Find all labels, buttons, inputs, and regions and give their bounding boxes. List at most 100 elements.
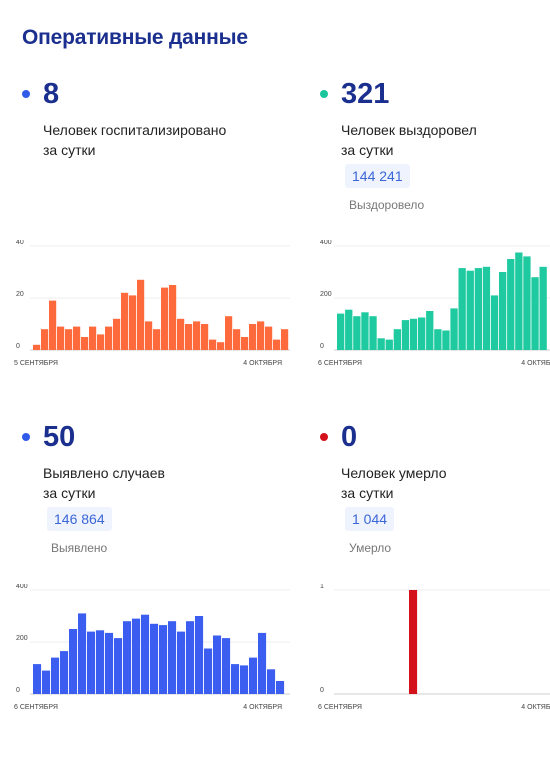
bar: [121, 292, 129, 350]
bar: [281, 329, 289, 350]
detected-value: 50: [43, 421, 76, 453]
bar: [87, 631, 96, 694]
bar: [265, 326, 273, 350]
bar: [482, 266, 491, 350]
bar: [257, 321, 265, 350]
bar: [241, 337, 249, 350]
bar: [369, 316, 377, 350]
bar: [195, 616, 204, 694]
bar: [169, 285, 177, 350]
bar: [385, 339, 393, 350]
bar: [132, 618, 141, 694]
bar: [123, 621, 132, 694]
bar: [153, 329, 161, 350]
bar: [276, 681, 285, 694]
bar: [73, 326, 81, 350]
bar: [450, 308, 458, 350]
x-end-label: 4 октября: [243, 704, 282, 711]
hospitalized-description: Человек госпитализировано за сутки: [43, 120, 283, 160]
detected-dot-icon: [22, 433, 30, 441]
bar: [33, 664, 42, 694]
bar: [249, 657, 258, 694]
bar: [201, 324, 209, 350]
y-tick-label: 400: [320, 240, 332, 246]
bar: [401, 320, 410, 350]
bar: [231, 664, 240, 694]
bar: [78, 613, 87, 694]
bar: [377, 338, 385, 350]
bar: [177, 318, 185, 350]
bar: [137, 279, 145, 350]
detected-stat: 50: [22, 417, 75, 457]
bar: [426, 311, 434, 350]
bar: [185, 324, 193, 350]
x-start-label: 6 сентября: [14, 704, 58, 711]
y-tick-label: 200: [320, 291, 332, 298]
deaths-card: 0 Человек умерло за сутки 1 044 Умерло: [320, 417, 550, 767]
recovered-dot-icon: [320, 90, 328, 98]
bar: [225, 316, 233, 350]
y-tick-label: 20: [16, 291, 24, 298]
bar: [515, 252, 523, 350]
x-start-label: 5 сентября: [14, 360, 58, 367]
detected-chart: 0 200 400 6 сентября 4 октября: [14, 584, 290, 711]
bar: [474, 268, 482, 350]
bar: [393, 329, 401, 350]
bar: [345, 309, 353, 350]
bar: [539, 266, 547, 350]
deaths-total-label: Умерло: [349, 541, 392, 555]
recovered-desc-line1: Человек выздоровел: [341, 122, 477, 138]
recovered-stat: 321: [320, 74, 389, 114]
bar: [240, 665, 249, 694]
bar: [361, 312, 369, 350]
deaths-dot-icon: [320, 433, 328, 441]
bar: [466, 270, 474, 350]
page-title: Оперативные данные: [22, 26, 248, 49]
deaths-chart: 0 1 6 сентября 4 октября: [318, 584, 550, 711]
bar: [42, 670, 51, 694]
detected-desc-line1: Выявлено случаев: [43, 465, 165, 481]
bar: [49, 300, 57, 350]
recovered-card: 321 Человек выздоровел за сутки 144 241 …: [320, 74, 550, 424]
bar: [531, 277, 539, 350]
bar: [113, 318, 121, 350]
y-tick-label: 0: [16, 687, 20, 694]
bar: [507, 259, 515, 350]
detected-card: 50 Выявлено случаев за сутки 146 864 Выя…: [22, 417, 292, 767]
recovered-description: Человек выздоровел за сутки: [341, 120, 550, 160]
hospitalized-chart: 0 20 40 5 сентября 4 октября: [14, 240, 290, 367]
hospitalized-desc-line1: Человек госпитализировано: [43, 122, 227, 138]
hospitalized-dot-icon: [22, 90, 30, 98]
hospitalized-desc-line2: за сутки: [43, 142, 96, 158]
recovered-desc-line2: за сутки: [341, 142, 394, 158]
bar: [249, 324, 257, 350]
recovered-total-label: Выздоровело: [349, 198, 425, 212]
bar: [81, 337, 89, 350]
x-start-label: 6 сентября: [318, 360, 362, 367]
detected-total: 146 864: [47, 507, 112, 531]
bar: [337, 313, 345, 350]
deaths-desc-line2: за сутки: [341, 485, 394, 501]
bar: [409, 590, 418, 694]
bar: [65, 329, 73, 350]
bar: [129, 295, 137, 350]
x-start-label: 6 сентября: [318, 704, 362, 711]
bar: [233, 329, 241, 350]
bar: [105, 632, 114, 694]
bar: [434, 329, 442, 350]
deaths-description: Человек умерло за сутки: [341, 463, 550, 503]
bar: [353, 316, 361, 350]
recovered-chart: 0 200 400 6 сентября 4 октября: [318, 240, 550, 367]
bar: [57, 326, 65, 350]
y-tick-label: 400: [16, 584, 28, 590]
bar: [186, 621, 195, 694]
bar: [490, 295, 499, 350]
bar: [258, 632, 267, 694]
deaths-total: 1 044: [345, 507, 395, 531]
bar: [499, 272, 507, 350]
y-tick-label: 0: [320, 687, 324, 694]
deaths-value: 0: [341, 421, 358, 453]
bar: [105, 326, 113, 350]
y-tick-label: 40: [16, 240, 24, 246]
hospitalized-stat: 8: [22, 74, 59, 114]
